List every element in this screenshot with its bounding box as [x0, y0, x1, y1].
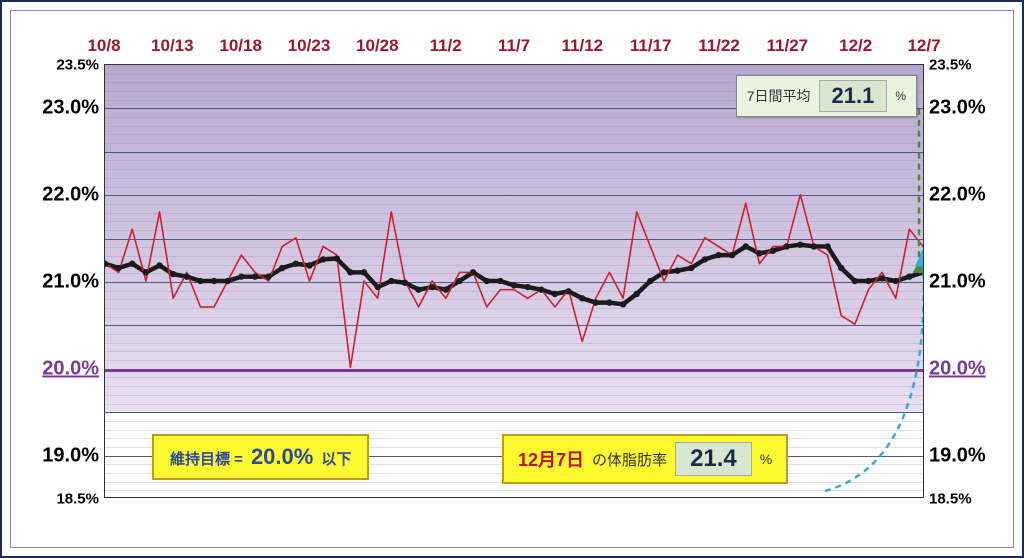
x-tick-label: 12/7: [907, 36, 940, 56]
y-tick-label: 21.0%: [929, 271, 986, 294]
y-tick-label: 18.5%: [929, 491, 972, 508]
y-tick-label: 22.0%: [42, 184, 99, 207]
y-tick-label: 23.0%: [929, 97, 986, 120]
line-series: [105, 65, 923, 497]
x-tick-label: 10/8: [87, 36, 120, 56]
goal-value: 20.0%: [251, 444, 313, 470]
x-tick-label: 12/2: [839, 36, 872, 56]
today-value: 21.4: [675, 442, 752, 476]
x-tick-label: 10/28: [356, 36, 399, 56]
goal-suffix: 以下: [321, 448, 351, 469]
plot-area: 18.5%23.5%19.0%21.0%22.0%23.0%20.0% 18.5…: [104, 64, 924, 498]
today-date: 12月7日: [518, 446, 584, 472]
y-tick-label: 23.0%: [42, 97, 99, 120]
today-unit: %: [760, 451, 772, 467]
x-tick-label: 11/22: [698, 36, 740, 56]
average-label: 7日間平均: [747, 86, 811, 106]
y-tick-label: 23.5%: [929, 57, 972, 74]
x-tick-label: 10/23: [288, 36, 331, 56]
goal-prefix: 維持目標 =: [170, 448, 243, 469]
y-tick-label: 21.0%: [42, 271, 99, 294]
y-tick-label: 20.0%: [929, 357, 986, 380]
x-tick-label: 11/2: [430, 36, 462, 56]
y-tick-label: 22.0%: [929, 184, 986, 207]
goal-box: 維持目標 = 20.0% 以下: [152, 434, 369, 480]
average-unit: %: [895, 89, 906, 103]
y-tick-label: 19.0%: [929, 444, 986, 467]
today-box: 12月7日 の体脂肪率 21.4 %: [502, 434, 788, 484]
average-value: 21.1: [819, 80, 888, 112]
chart-area: 10/8 10/13 10/18 10/23 10/28 11/2 11/7 11/12 11/…: [22, 22, 1002, 536]
x-tick-label: 11/27: [767, 36, 809, 56]
x-axis-labels: 10/810/1310/1810/2310/2811/211/711/1211/…: [104, 36, 920, 60]
y-tick-label: 19.0%: [42, 444, 99, 467]
x-tick-label: 10/13: [151, 36, 194, 56]
average-box: 7日間平均 21.1 %: [736, 75, 917, 117]
y-tick-label: 20.0%: [42, 357, 99, 380]
y-tick-label: 23.5%: [56, 57, 99, 74]
x-tick-label: 11/12: [562, 36, 604, 56]
x-tick-label: 10/18: [219, 36, 262, 56]
chart-container: 10/8 10/13 10/18 10/23 10/28 11/2 11/7 11/12 11/…: [0, 0, 1024, 558]
x-tick-label: 11/7: [498, 36, 530, 56]
x-tick-label: 11/17: [630, 36, 672, 56]
y-tick-label: 18.5%: [56, 491, 99, 508]
today-text: の体脂肪率: [592, 449, 667, 470]
